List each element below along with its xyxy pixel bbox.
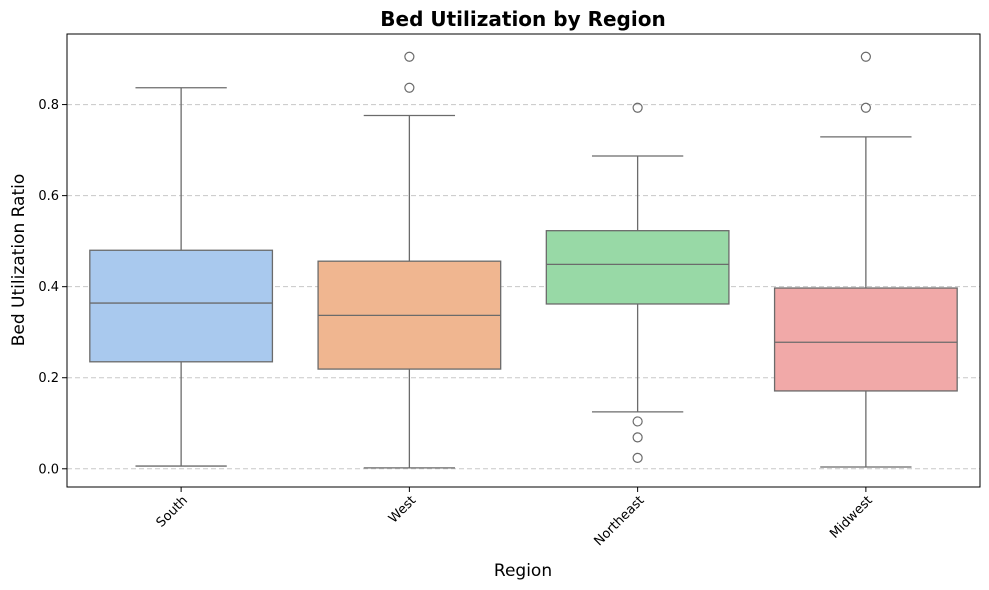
y-tick-label: 0.4 bbox=[38, 280, 59, 295]
outlier-point bbox=[632, 102, 643, 113]
boxes bbox=[89, 51, 958, 469]
outlier-point bbox=[632, 432, 643, 443]
y-tick-label: 0.2 bbox=[38, 371, 59, 386]
box-midwest bbox=[773, 51, 958, 468]
plot-area-frame bbox=[66, 33, 981, 488]
y-tick-label: 0.8 bbox=[38, 98, 59, 113]
iqr-box bbox=[545, 230, 730, 305]
box-northeast bbox=[545, 102, 730, 463]
x-axis-label: Region bbox=[494, 561, 552, 581]
y-tick-label: 0.0 bbox=[38, 462, 59, 477]
outlier-point bbox=[404, 82, 415, 93]
chart-title: Bed Utilization by Region bbox=[380, 7, 665, 31]
outlier-point bbox=[860, 51, 871, 62]
outlier-point bbox=[860, 102, 871, 113]
outlier-point bbox=[632, 452, 643, 463]
iqr-box bbox=[773, 287, 958, 392]
y-tick-label: 0.6 bbox=[38, 189, 59, 204]
y-axis-label: Bed Utilization Ratio bbox=[9, 174, 29, 347]
box-south bbox=[89, 87, 274, 467]
outlier-point bbox=[632, 416, 643, 427]
outlier-point bbox=[404, 51, 415, 62]
iqr-box bbox=[89, 249, 274, 363]
y-axis-ticks: 0.0 0.2 0.4 0.6 0.8 bbox=[38, 98, 67, 477]
box-west bbox=[317, 51, 502, 469]
